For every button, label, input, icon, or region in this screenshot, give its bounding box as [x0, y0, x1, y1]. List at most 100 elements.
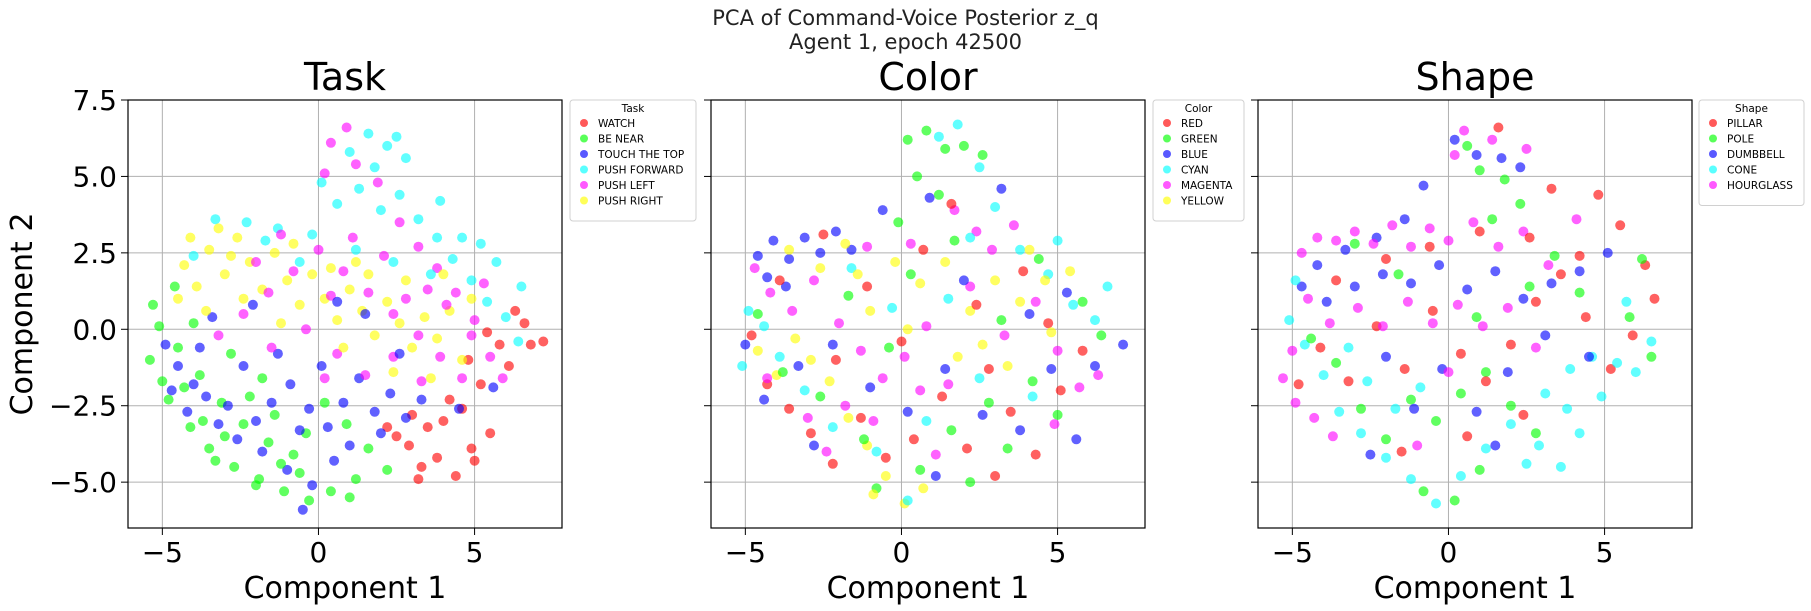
point-push-right — [185, 232, 196, 243]
point-push-left — [372, 177, 383, 188]
point-pillar — [1518, 409, 1529, 420]
point-red — [830, 354, 841, 365]
point-touch-the-top — [201, 391, 212, 402]
point-be-near — [257, 373, 268, 384]
point-push-forward — [435, 195, 446, 206]
point-dumbbell — [1418, 180, 1429, 191]
point-push-forward — [241, 217, 252, 228]
point-touch-the-top — [222, 400, 233, 411]
point-blue — [780, 281, 791, 292]
point-push-right — [400, 275, 411, 286]
point-cyan — [799, 385, 810, 396]
legend-marker — [1163, 134, 1171, 143]
legend-label: POLE — [1727, 134, 1754, 146]
point-pole — [1646, 351, 1657, 362]
legend-label: CONE — [1727, 165, 1757, 177]
point-blue — [940, 364, 951, 374]
point-dumbbell — [1490, 440, 1501, 451]
point-yellow — [843, 412, 854, 423]
point-green — [1002, 443, 1013, 454]
point-hourglass — [1402, 296, 1413, 307]
point-push-left — [413, 330, 424, 341]
point-yellow — [865, 305, 876, 316]
point-cone — [1415, 382, 1426, 393]
point-pole — [1455, 388, 1466, 399]
point-pillar — [1381, 254, 1391, 264]
point-magenta — [987, 244, 997, 255]
point-cone — [1406, 474, 1416, 485]
point-push-left — [263, 287, 274, 298]
point-magenta — [915, 385, 926, 396]
point-cyan — [1027, 391, 1038, 402]
point-watch — [432, 452, 443, 463]
point-hourglass — [1296, 247, 1307, 258]
point-push-forward — [188, 250, 199, 261]
point-yellow — [815, 263, 826, 274]
point-push-right — [332, 315, 343, 326]
legend-marker — [1709, 150, 1717, 158]
point-push-left — [319, 168, 330, 179]
point-dumbbell — [1515, 162, 1526, 173]
point-pillar — [1580, 312, 1591, 323]
legend-label: WATCH — [598, 118, 635, 130]
point-blue — [1118, 339, 1129, 350]
point-cone — [1521, 458, 1532, 469]
legend-label: YELLOW — [1180, 196, 1225, 208]
point-hourglass — [1449, 150, 1460, 160]
point-push-left — [432, 263, 443, 274]
point-cone — [1574, 428, 1585, 439]
point-blue — [752, 250, 763, 261]
point-be-near — [194, 370, 205, 381]
point-pillar — [1546, 183, 1557, 194]
point-push-left — [379, 250, 389, 261]
point-cone — [1390, 403, 1401, 414]
point-red — [971, 299, 982, 310]
point-hourglass — [1287, 345, 1298, 356]
legend-title: Shape — [1735, 103, 1768, 115]
x-tick-label: −5 — [725, 536, 766, 569]
point-dumbbell — [1502, 367, 1513, 378]
point-cyan — [827, 422, 838, 433]
point-cyan — [902, 495, 913, 506]
legend-label: PUSH FORWARD — [598, 165, 683, 177]
point-push-left — [288, 266, 299, 277]
point-cone — [1562, 403, 1573, 414]
x-tick-label: 0 — [1440, 536, 1458, 569]
point-touch-the-top — [488, 382, 499, 393]
point-push-forward — [210, 214, 221, 225]
point-cyan — [974, 162, 985, 173]
point-touch-the-top — [360, 309, 371, 319]
point-pillar — [1424, 241, 1435, 252]
point-be-near — [350, 474, 361, 485]
point-pole — [1499, 174, 1510, 185]
point-push-forward — [350, 244, 361, 255]
figure-title-line-2: Agent 1, epoch 42500 — [789, 30, 1022, 54]
point-push-left — [347, 232, 358, 243]
point-dumbbell — [1312, 260, 1323, 271]
x-tick-label: −5 — [1272, 536, 1313, 569]
point-magenta — [971, 226, 982, 237]
point-blue — [1090, 361, 1100, 371]
scatter-points — [737, 119, 1129, 509]
point-green — [946, 425, 957, 436]
point-pole — [1505, 400, 1516, 411]
point-push-right — [425, 373, 436, 384]
point-pillar — [1574, 250, 1585, 261]
point-watch — [466, 443, 477, 454]
point-touch-the-top — [375, 428, 386, 439]
point-push-left — [276, 229, 286, 240]
point-dumbbell — [1546, 278, 1557, 289]
point-pillar — [1331, 275, 1342, 286]
point-be-near — [294, 468, 305, 478]
point-push-forward — [391, 131, 402, 142]
point-pole — [1637, 254, 1647, 264]
point-be-near — [325, 486, 336, 497]
point-hourglass — [1349, 226, 1360, 237]
legend-label: RED — [1181, 118, 1203, 130]
point-push-right — [344, 284, 355, 295]
point-hourglass — [1543, 260, 1554, 271]
point-dumbbell — [1496, 153, 1507, 164]
point-push-left — [251, 257, 261, 267]
legend-marker — [580, 134, 588, 143]
point-push-right — [369, 330, 380, 341]
